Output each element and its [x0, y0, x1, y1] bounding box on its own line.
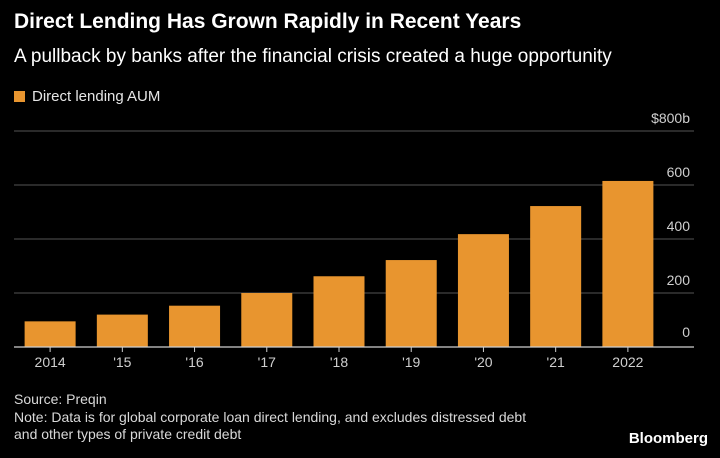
- bar: [313, 276, 365, 347]
- x-tick-label: '16: [185, 354, 203, 370]
- chart-title: Direct Lending Has Grown Rapidly in Rece…: [14, 10, 522, 33]
- data-note: Note: Data is for global corporate loan …: [14, 409, 527, 442]
- y-tick-label: 0: [682, 324, 690, 340]
- bar: [602, 180, 654, 347]
- legend-label: Direct lending AUM: [32, 88, 161, 105]
- source-note: Source: Preqin: [14, 391, 107, 407]
- chart-subtitle: A pullback by banks after the financial …: [14, 46, 612, 67]
- bar: [385, 260, 437, 347]
- legend: Direct lending AUM: [14, 88, 160, 105]
- x-tick-label: '20: [474, 354, 492, 370]
- x-tick-label: '19: [402, 354, 420, 370]
- y-tick-label: 200: [667, 272, 691, 288]
- x-tick-label: 2014: [35, 354, 66, 370]
- y-tick-label: 400: [667, 218, 691, 234]
- x-tick-label: '18: [330, 354, 348, 370]
- bar: [241, 293, 293, 347]
- x-tick-label: '15: [113, 354, 131, 370]
- y-tick-label: $800b: [651, 110, 690, 126]
- bar: [24, 321, 76, 347]
- bar: [530, 206, 582, 347]
- bar: [96, 314, 148, 347]
- y-tick-label: 600: [667, 164, 691, 180]
- x-tick-label: 2022: [612, 354, 643, 370]
- x-tick-label: '21: [547, 354, 565, 370]
- brand-logo: Bloomberg: [628, 430, 708, 447]
- bar: [457, 234, 509, 347]
- x-tick-label: '17: [258, 354, 276, 370]
- legend-swatch: [14, 91, 25, 102]
- bar: [169, 305, 221, 347]
